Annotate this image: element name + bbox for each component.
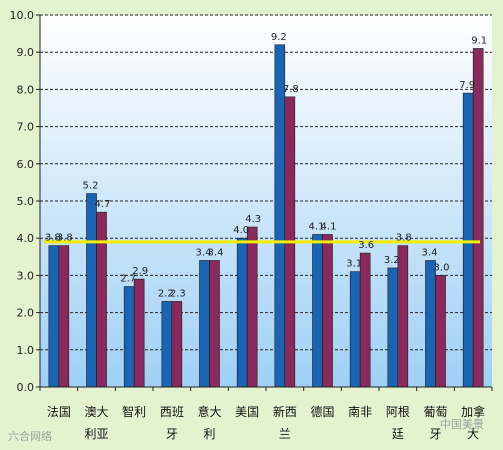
bar-series-2	[472, 48, 484, 388]
data-label: 3.8	[57, 233, 73, 244]
y-tick-label: 8.0	[17, 83, 35, 96]
bar-series-1	[86, 193, 97, 388]
data-label: 2.2	[158, 288, 174, 299]
bar-series-2	[209, 260, 220, 388]
category-label: 牙	[166, 427, 178, 441]
bar-series-2	[133, 278, 145, 388]
data-labels: 3.8 5.2 2.7 2.2 3.4 4.0 9.2 4.1 3.1 3.2 3.4 7.9 3.8 4…	[45, 32, 487, 300]
bar-series-2	[435, 275, 446, 388]
data-label: 4.7	[95, 199, 111, 210]
data-label: 3.4	[196, 248, 212, 259]
category-label: 意大	[197, 404, 221, 419]
bar-series-1	[274, 44, 286, 388]
data-label: 4.3	[245, 214, 261, 225]
bar-series-2	[397, 245, 409, 388]
data-label: 4.1	[309, 221, 325, 232]
data-label: 4.0	[233, 225, 249, 236]
bar-series-1	[349, 271, 361, 388]
data-label: 3.2	[384, 255, 400, 266]
bar-series-1	[48, 245, 60, 388]
category-label: 西班	[160, 405, 184, 419]
bar-series-1	[199, 260, 210, 388]
category-label: 美国	[235, 405, 259, 419]
bar-series-1	[236, 237, 248, 388]
data-label: 3.1	[346, 259, 362, 270]
watermark-right: 中国美景	[440, 418, 484, 431]
data-label: 7.9	[459, 80, 475, 91]
category-label: 葡萄	[423, 405, 447, 419]
category-label: 南非	[348, 404, 372, 419]
data-label: 4.1	[321, 221, 337, 232]
bar-series-1	[425, 260, 436, 388]
bar-series-2	[171, 301, 183, 388]
category-label: 新西	[273, 404, 297, 419]
bar-series-1	[462, 92, 474, 388]
category-label: 德国	[310, 404, 334, 419]
category-label: 大	[467, 427, 479, 441]
data-label: 2.9	[132, 266, 148, 277]
bar-series-2	[58, 245, 70, 388]
category-label: 廷	[392, 427, 404, 441]
category-label: 利	[203, 427, 215, 441]
gridlines	[40, 14, 492, 351]
category-label: 利亚	[84, 427, 108, 441]
data-label: 3.8	[396, 233, 412, 244]
y-tick-label: 2.0	[17, 307, 35, 320]
axes: 0.0 1.0 2.0 3.0 4.0 5.0 6.0 7.0 8.0 9.0 10.0	[10, 9, 493, 394]
bar-series-2	[246, 226, 258, 388]
data-label: 3.0	[434, 262, 450, 273]
y-tick-label: 7.0	[17, 121, 35, 134]
y-tick-label: 1.0	[17, 344, 35, 357]
y-tick-label: 4.0	[17, 232, 35, 245]
category-label: 澳大	[84, 405, 108, 419]
data-label: 3.4	[422, 248, 438, 259]
y-tick-label: 5.0	[17, 195, 35, 208]
watermark-left: 六合网络	[8, 429, 52, 443]
data-label: 2.7	[120, 274, 136, 285]
data-label: 3.8	[45, 233, 61, 244]
category-label: 兰	[279, 427, 291, 441]
y-tick-label: 10.0	[10, 9, 35, 22]
category-label: 法国	[47, 405, 71, 419]
bar-series-2	[96, 211, 107, 388]
data-label: 9.1	[471, 35, 487, 46]
bar-series-1	[161, 301, 173, 388]
y-tick-label: 6.0	[17, 158, 35, 171]
data-label: 3.4	[208, 248, 224, 259]
category-label: 阿根	[386, 405, 410, 419]
bar-series-2	[322, 234, 333, 388]
category-label: 智利	[122, 404, 146, 419]
data-label: 3.6	[358, 240, 374, 251]
data-label: 9.2	[271, 32, 287, 43]
bar-series-1	[123, 286, 135, 388]
bar-series-2	[359, 252, 371, 388]
data-label: 7.8	[283, 84, 299, 95]
y-tick-label: 3.0	[17, 269, 35, 282]
category-label: 牙	[429, 427, 441, 441]
category-label: 加拿	[461, 404, 485, 419]
y-tick-label: 9.0	[17, 46, 35, 59]
bar-series-1	[312, 234, 323, 388]
y-tick-label: 0.0	[17, 381, 35, 394]
data-label: 2.3	[170, 288, 186, 299]
data-label: 5.2	[83, 181, 99, 192]
bar-series-1	[387, 267, 399, 388]
